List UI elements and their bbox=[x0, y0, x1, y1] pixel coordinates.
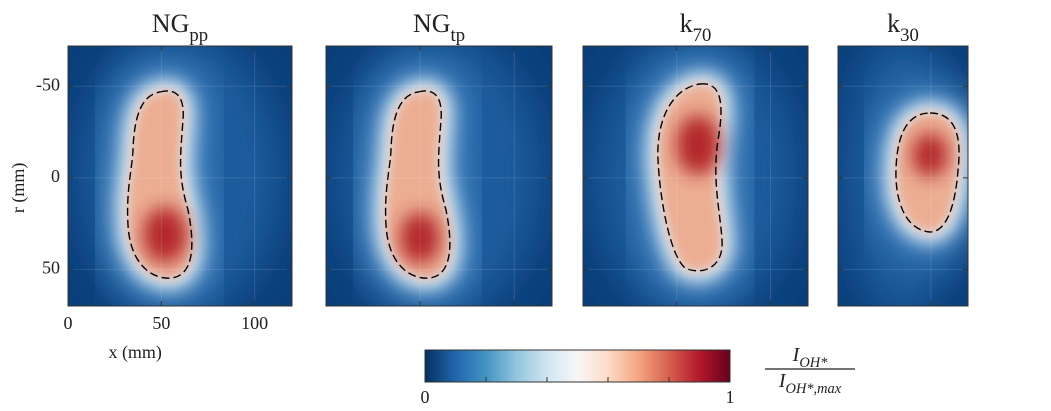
panel-title: NGpp bbox=[152, 9, 208, 46]
colorbar-label-numerator: IOH* bbox=[792, 344, 828, 372]
panel-title-main: k bbox=[680, 9, 693, 38]
panel-title-sub: tp bbox=[451, 25, 466, 46]
panel-title-sub: pp bbox=[189, 25, 208, 46]
colorbar bbox=[425, 350, 730, 382]
panel-title-main: k bbox=[887, 9, 900, 38]
panel-title-main: NG bbox=[413, 9, 451, 38]
heatmap-hotspot bbox=[676, 115, 720, 175]
heatmap bbox=[326, 33, 552, 319]
figure: 050100-50050NGppx (mm)r (mm)NGtpk70k3001… bbox=[0, 0, 1051, 411]
x-axis-label: x (mm) bbox=[108, 342, 162, 363]
y-tick-label: 50 bbox=[42, 258, 60, 278]
panel-title-main: NG bbox=[152, 9, 190, 38]
y-axis-label: r (mm) bbox=[8, 163, 29, 213]
panel-title-sub: 70 bbox=[693, 25, 712, 46]
panel-title: k70 bbox=[680, 9, 712, 46]
heatmap-hotspot bbox=[912, 133, 948, 177]
x-tick-label: 0 bbox=[64, 313, 73, 333]
x-tick-label: 100 bbox=[241, 313, 268, 333]
colorbar-tick-label: 0 bbox=[421, 387, 430, 407]
heatmap bbox=[838, 33, 968, 319]
y-tick-label: 0 bbox=[51, 166, 60, 186]
colorbar-label-denominator-sub: OH*,max bbox=[786, 381, 842, 397]
heatmap bbox=[68, 33, 292, 319]
x-tick-label: 50 bbox=[152, 313, 170, 333]
heatmap-hotspot bbox=[143, 207, 187, 263]
panel-title-sub: 30 bbox=[900, 25, 919, 46]
panel-title: k30 bbox=[887, 9, 919, 46]
colorbar-label-denominator: IOH*,max bbox=[778, 370, 842, 398]
colorbar-tick-label: 1 bbox=[726, 387, 735, 407]
heatmap bbox=[583, 33, 808, 319]
panel-title: NGtp bbox=[413, 9, 465, 46]
y-tick-label: -50 bbox=[36, 74, 60, 94]
